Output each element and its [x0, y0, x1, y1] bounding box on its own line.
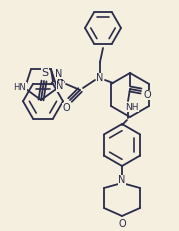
Text: N: N [118, 175, 126, 185]
Text: O: O [118, 219, 126, 229]
Text: HN: HN [13, 83, 26, 92]
Text: N: N [55, 69, 63, 79]
Text: NH: NH [125, 103, 139, 112]
Text: O: O [143, 90, 151, 100]
Text: S: S [41, 68, 49, 78]
Text: N: N [96, 73, 104, 83]
Text: N: N [57, 81, 64, 91]
Text: O: O [62, 103, 70, 113]
